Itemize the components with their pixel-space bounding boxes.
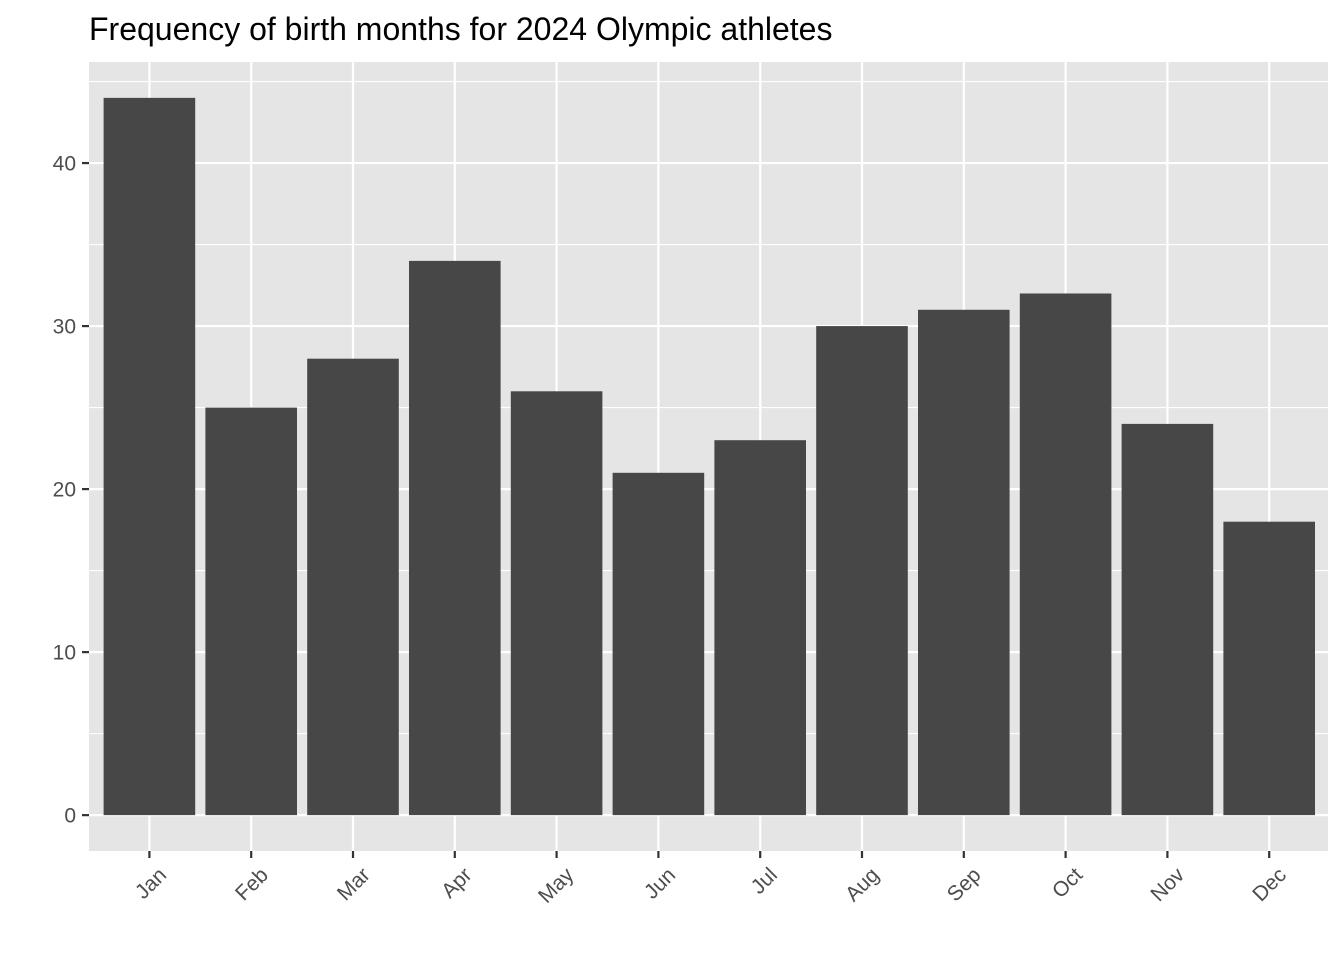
bar-may [510, 391, 603, 816]
x-tick-label: Jun [640, 863, 680, 903]
bar-jun [612, 472, 705, 816]
y-tick-label: 10 [53, 642, 76, 665]
y-tick-label: 40 [53, 153, 76, 176]
bar-aug [816, 326, 908, 816]
bar-jan [103, 97, 196, 816]
y-tick-label: 0 [64, 805, 76, 828]
bar-sep [918, 309, 1010, 816]
x-tick-label: Feb [231, 863, 273, 905]
x-tick-label: Mar [333, 863, 375, 905]
y-tick-label: 20 [53, 479, 76, 502]
bar-feb [205, 407, 297, 816]
y-tick-label: 30 [53, 316, 76, 339]
bar-jul [714, 440, 806, 816]
bar-dec [1223, 521, 1315, 816]
bar-oct [1019, 293, 1112, 816]
bar-mar [307, 358, 399, 816]
bar-nov [1121, 423, 1214, 816]
x-tick-label: Jul [747, 863, 782, 898]
x-tick-label: Jan [131, 863, 171, 903]
x-tick-label: Dec [1248, 863, 1291, 906]
x-tick-label: Aug [841, 863, 884, 906]
x-tick-label: Oct [1048, 863, 1087, 902]
bars-group [103, 97, 1315, 816]
y-axis: 0 10 20 30 40 [53, 153, 89, 828]
x-tick-label: Apr [437, 863, 476, 902]
bar-apr [409, 260, 501, 816]
x-tick-label: May [534, 863, 579, 908]
x-tick-label: Sep [943, 863, 986, 906]
x-axis: Jan Feb Mar Apr May Jun Jul Aug Sep Oct Nov Dec [131, 851, 1291, 908]
x-tick-label: Nov [1146, 863, 1189, 906]
chart-title: Frequency of birth months for 2024 Olymp… [89, 11, 832, 47]
